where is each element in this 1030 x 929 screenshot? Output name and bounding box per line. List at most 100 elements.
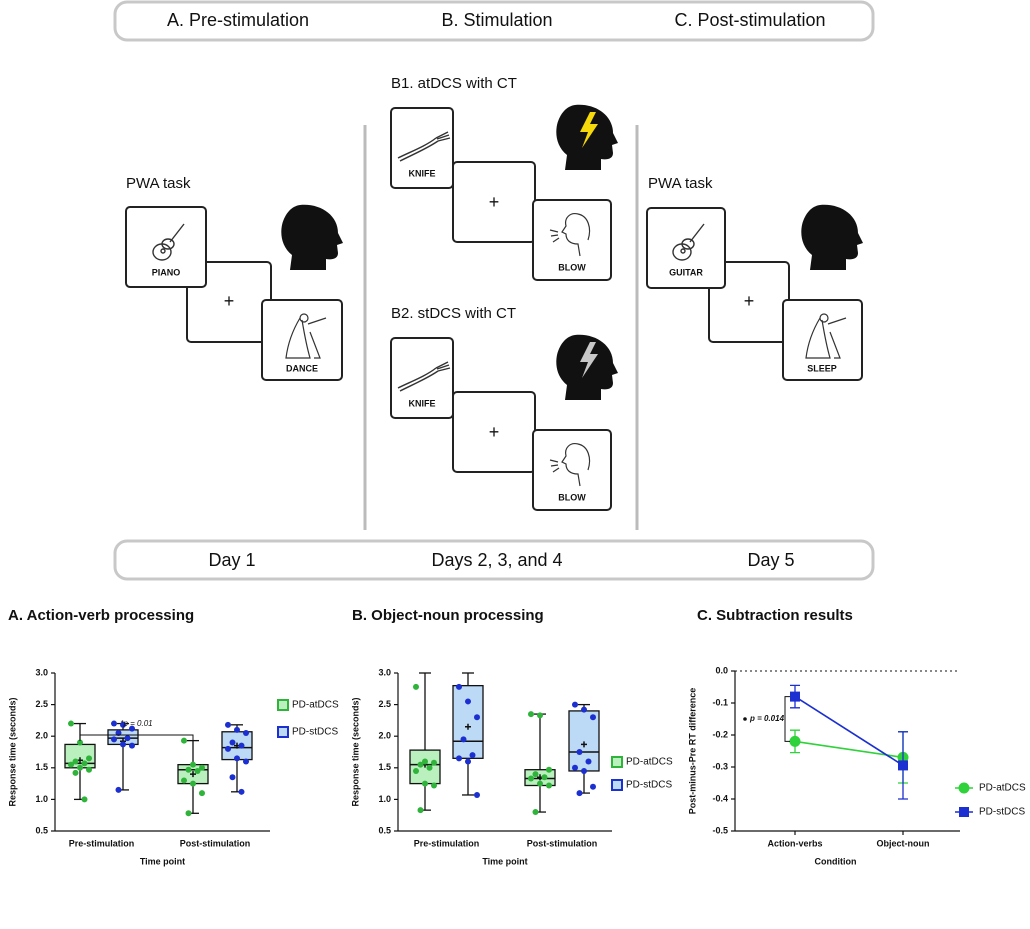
- data-point: [199, 790, 205, 797]
- phase-label: A. Pre-stimulation: [167, 10, 309, 30]
- data-point: [532, 771, 539, 778]
- x-tick-label: Action-verbs: [767, 838, 822, 848]
- day-label: Day 1: [208, 550, 255, 570]
- data-point: [576, 749, 583, 755]
- significance-dot: [743, 717, 747, 721]
- data-point: [413, 767, 419, 774]
- y-tick-label: -0.3: [712, 761, 728, 771]
- card: [125, 206, 207, 288]
- y-tick-label: -0.5: [712, 825, 728, 835]
- data-point: [581, 706, 587, 713]
- data-point: [111, 720, 117, 727]
- data-point: [532, 809, 539, 816]
- x-tick-label: Post-stimulation: [527, 838, 598, 848]
- data-point: [229, 739, 236, 746]
- y-tick-label: 1.5: [378, 762, 391, 772]
- card: [532, 429, 612, 511]
- data-point: [111, 736, 117, 743]
- x-tick-label: Pre-stimulation: [414, 838, 480, 848]
- data-point: [528, 711, 534, 718]
- data-point: [129, 725, 135, 732]
- data-point: [234, 726, 240, 733]
- x-tick-label: Pre-stimulation: [69, 838, 135, 848]
- y-tick-label: 2.0: [35, 731, 48, 741]
- data-point: [789, 735, 801, 747]
- data-point: [185, 766, 192, 773]
- task-label: PWA task: [126, 175, 191, 192]
- fixation: +: [224, 291, 235, 311]
- x-axis-label: Time point: [140, 856, 185, 866]
- y-axis-label: Response time (seconds): [350, 697, 360, 806]
- data-point: [72, 758, 79, 765]
- data-point: [81, 760, 88, 767]
- data-point: [417, 807, 424, 814]
- data-point: [238, 742, 245, 749]
- data-point: [790, 691, 800, 702]
- y-tick-label: 3.0: [378, 667, 391, 677]
- significance-bracket: [79, 734, 194, 741]
- mean-marker: [581, 741, 587, 748]
- x-tick-label: Object-noun: [877, 838, 930, 848]
- mean-marker: [465, 723, 471, 730]
- data-point: [234, 755, 240, 762]
- data-point: [546, 782, 552, 789]
- series-line: [794, 695, 904, 767]
- y-tick-label: -0.4: [712, 793, 728, 803]
- data-point: [120, 741, 126, 748]
- y-tick-label: 0.5: [378, 825, 391, 835]
- y-tick-label: -0.2: [712, 729, 728, 739]
- head: [801, 204, 863, 270]
- card-label: DANCE: [286, 363, 318, 373]
- data-point: [199, 764, 205, 771]
- data-point: [465, 698, 471, 705]
- day-bar: [113, 539, 875, 581]
- data-point: [474, 791, 480, 798]
- data-point: [77, 739, 83, 746]
- data-point: [541, 774, 548, 781]
- y-tick-label: 1.0: [378, 794, 391, 804]
- annotation: *p = 0.01: [120, 719, 152, 728]
- data-point: [190, 780, 196, 787]
- data-point: [115, 786, 122, 793]
- fixation: +: [744, 291, 755, 311]
- data-point: [581, 767, 587, 774]
- card-label: KNIFE: [409, 168, 436, 178]
- data-point: [238, 788, 245, 795]
- data-point: [422, 780, 428, 787]
- data-point: [120, 721, 126, 728]
- legend-swatch: [611, 756, 623, 768]
- data-point: [460, 736, 467, 743]
- card-label: PIANO: [152, 267, 181, 277]
- y-tick-label: 1.5: [35, 762, 48, 772]
- y-tick-label: 1.0: [35, 794, 48, 804]
- card: [390, 107, 454, 189]
- card-label: BLOW: [558, 492, 586, 502]
- data-point: [225, 745, 231, 752]
- data-point: [456, 755, 462, 762]
- data-point: [958, 782, 970, 794]
- legend-label: PD-stDCS: [292, 727, 338, 738]
- y-tick-label: -0.1: [712, 697, 728, 707]
- card: [782, 299, 863, 381]
- card-label: SLEEP: [807, 363, 837, 373]
- data-point: [181, 737, 187, 744]
- card: [532, 199, 612, 281]
- y-tick-label: 0.0: [715, 665, 728, 675]
- fixation: +: [489, 422, 500, 442]
- y-axis-label: Post-minus-Pre RT difference: [687, 688, 697, 815]
- legend-swatch: [277, 726, 289, 738]
- data-point: [576, 790, 583, 797]
- data-point: [243, 730, 249, 737]
- data-point: [68, 720, 74, 727]
- legend-label: PD-stDCS: [626, 780, 672, 791]
- data-point: [225, 721, 231, 728]
- data-point: [431, 782, 437, 789]
- data-point: [72, 769, 79, 776]
- data-point: [585, 758, 592, 765]
- data-point: [68, 761, 74, 768]
- data-point: [86, 766, 92, 773]
- mean-marker: [190, 771, 196, 778]
- data-point: [474, 714, 480, 721]
- legend-label: PD-atDCS: [979, 783, 1026, 794]
